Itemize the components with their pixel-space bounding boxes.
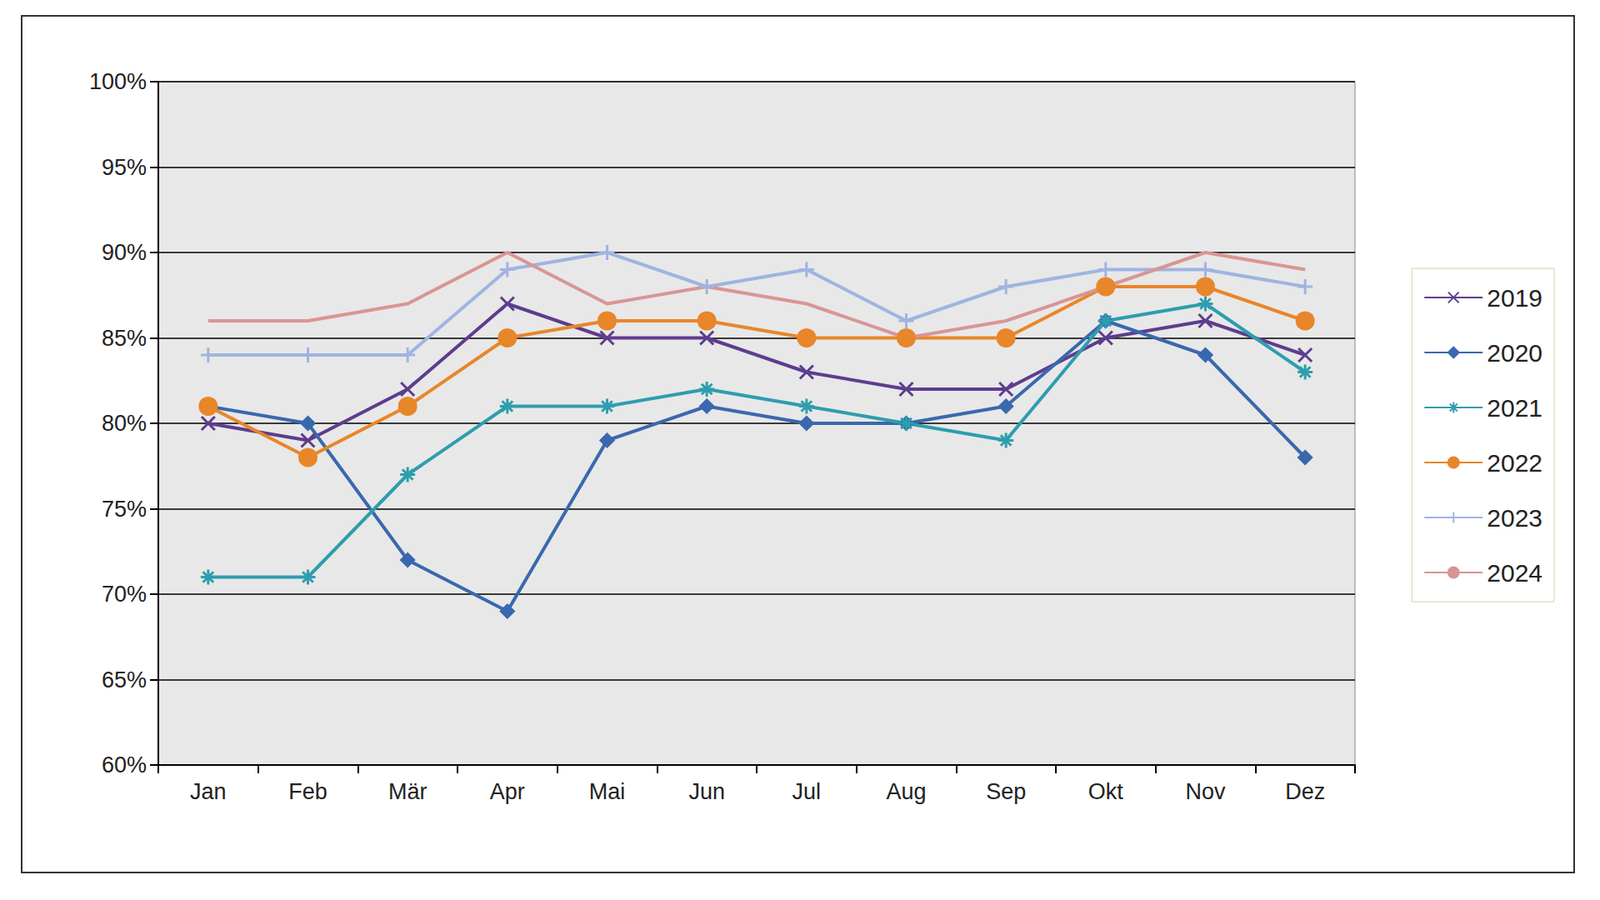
svg-text:65%: 65% [101,667,147,693]
svg-text:95%: 95% [101,155,147,180]
svg-text:Jan: Jan [190,779,227,805]
svg-text:Nov: Nov [1185,779,1226,805]
svg-text:Aug: Aug [885,779,926,805]
svg-text:70%: 70% [101,581,147,607]
svg-text:Jul: Jul [792,779,822,805]
svg-text:Sep: Sep [985,779,1026,805]
svg-text:Feb: Feb [288,779,328,805]
svg-text:Dez: Dez [1285,779,1325,805]
svg-text:2020: 2020 [1486,339,1543,367]
svg-text:Okt: Okt [1088,779,1125,805]
svg-text:60%: 60% [101,752,147,778]
svg-text:2021: 2021 [1486,394,1543,422]
svg-text:80%: 80% [101,410,147,436]
svg-text:Jun: Jun [688,779,725,805]
svg-text:Apr: Apr [490,779,525,805]
svg-text:Mai: Mai [589,779,626,805]
svg-text:2019: 2019 [1486,284,1543,312]
svg-text:2023: 2023 [1486,504,1543,532]
svg-text:90%: 90% [101,240,147,265]
svg-text:Mär: Mär [388,779,428,805]
svg-text:75%: 75% [101,496,147,522]
svg-text:85%: 85% [101,325,147,351]
svg-text:2024: 2024 [1486,559,1543,587]
svg-text:100%: 100% [89,69,147,95]
svg-text:2022: 2022 [1486,449,1543,477]
